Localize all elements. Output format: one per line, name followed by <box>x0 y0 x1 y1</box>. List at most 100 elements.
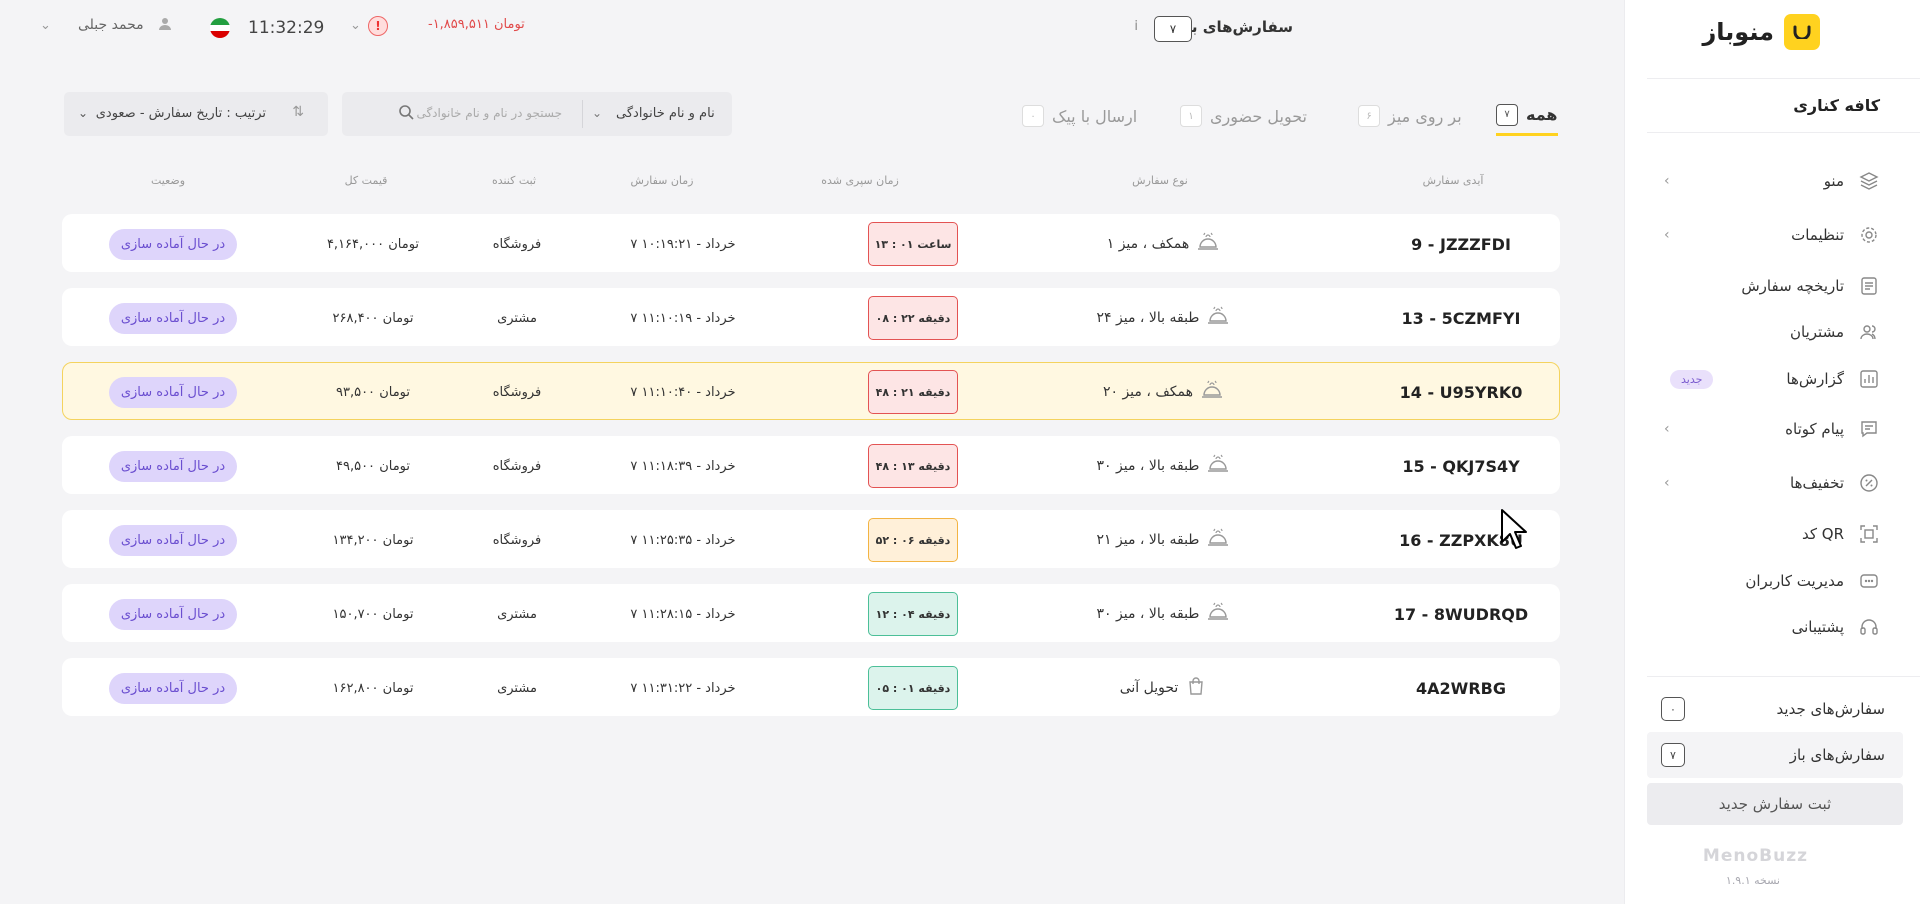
tab-count: ۰ <box>1022 105 1044 127</box>
sort-select[interactable]: ترتیب : تاریخ سفارش - صعودی ⇅ ⌄ <box>64 92 328 136</box>
registrar: مشتری <box>497 606 537 622</box>
sidebar-item-headset[interactable]: پشتیبانی <box>1624 607 1920 647</box>
order-type-label: طبقه بالا ، میز ۲۱ <box>1096 532 1200 548</box>
open-orders-label: سفارش‌های باز <box>1789 746 1885 764</box>
chevron-down-icon[interactable]: ⌄ <box>350 18 361 33</box>
chart-icon <box>1858 368 1880 390</box>
search-placeholder: جستجو در نام و نام خانوادگی <box>416 106 562 120</box>
elapsed-time-badge: ۰۸ : ۲۲ دقیقه <box>868 296 958 340</box>
order-time: ۷ خرداد - ۱۱:۱۰:۴۰ <box>630 384 736 400</box>
sidebar-item-qr[interactable]: کد QR <box>1624 514 1920 554</box>
order-id: 4A2WRBG <box>1416 678 1506 698</box>
tab-delivery[interactable]: ۰ ارسال با پیک <box>1022 96 1137 136</box>
sort-label: ترتیب : تاریخ سفارش - صعودی <box>95 106 266 121</box>
sidebar-item-history[interactable]: تاریخچه سفارش <box>1624 266 1920 306</box>
tab-on-table[interactable]: ۶ بر روی میز <box>1358 96 1462 136</box>
search-type-select[interactable]: نام و نام خانوادگی <box>616 106 715 121</box>
divider <box>582 100 583 128</box>
status-badge[interactable]: در حال آماده سازی <box>108 672 238 704</box>
chevron-left-icon[interactable]: ‹ <box>1664 173 1670 189</box>
open-orders-label[interactable]: سفارش‌های باز <box>1177 18 1293 36</box>
status-cell: در حال آماده سازی <box>63 511 283 569</box>
tab-in-person[interactable]: ۱ تحویل حضوری <box>1180 96 1307 136</box>
order-type-label: طبقه بالا ، میز ۳۰ <box>1096 606 1200 622</box>
order-id: 13 - 5CZMFYI <box>1401 308 1521 328</box>
order-time: ۷ خرداد - ۱۱:۱۰:۱۹ <box>630 310 736 326</box>
table-row[interactable]: 13 - 5CZMFYI طبقه بالا ، میز ۲۴ ۰۸ : ۲۲ دق… <box>62 288 1560 346</box>
sidebar-item-discount[interactable]: تخفیف‌ها ‹ <box>1624 463 1920 503</box>
cloche-icon <box>1207 602 1229 626</box>
status-cell: در حال آماده سازی <box>63 363 283 421</box>
tab-label: همه <box>1526 105 1558 124</box>
order-time: ۷ خرداد - ۱۱:۳۱:۲۲ <box>630 680 736 696</box>
balance-amount: -۱,۸۵۹,۵۱۱ تومان <box>428 17 525 32</box>
order-id: 15 - QKJ7S4Y <box>1402 456 1520 476</box>
registrar: مشتری <box>497 310 537 326</box>
status-cell: در حال آماده سازی <box>63 215 283 273</box>
chevron-left-icon[interactable]: ‹ <box>1664 421 1670 437</box>
info-icon[interactable]: i <box>1134 19 1138 34</box>
sidebar-item-chart[interactable]: گزارش‌ها جدید <box>1624 359 1920 399</box>
order-type: طبقه بالا ، میز ۳۰ <box>1013 437 1313 495</box>
order-id: 17 - 8WUDRQD <box>1393 604 1529 624</box>
order-time: ۷ خرداد - ۱۱:۲۵:۳۵ <box>630 532 736 548</box>
table-row[interactable]: 14 - U95YRK0 همکف ، میز ۲۰ ۴۸ : ۲۱ دقیقه ۷ … <box>62 362 1560 420</box>
chevron-down-icon[interactable]: ⌄ <box>592 106 603 120</box>
elapsed-time-badge: ۵۲ : ۰۶ دقیقه <box>868 518 958 562</box>
status-badge[interactable]: در حال آماده سازی <box>108 376 238 408</box>
header-order-time: زمان سفارش <box>630 174 694 187</box>
table-row[interactable]: 16 - ZZPXK8U طبقه بالا ، میز ۲۱ ۵۲ : ۰۶ دق… <box>62 510 1560 568</box>
sidebar-item-label: تاریخچه سفارش <box>1741 277 1844 295</box>
mouse-cursor-icon <box>1500 508 1528 554</box>
chevron-left-icon[interactable]: ‹ <box>1664 475 1670 491</box>
sidebar-item-users[interactable]: مشتریان <box>1624 312 1920 352</box>
search-input[interactable]: جستجو در نام و نام خانوادگی <box>342 92 582 136</box>
order-type: تحویل آنی <box>1013 659 1313 717</box>
header-registrar: ثبت کننده <box>491 174 537 187</box>
cafe-name[interactable]: کافه کناری <box>1793 96 1880 115</box>
bag-icon <box>1186 676 1206 700</box>
chevron-left-icon[interactable]: ‹ <box>1664 227 1670 243</box>
table-row[interactable]: 9 - JZZZFDI همکف ، میز ۱ ۱۳ : ۰۱ ساعت ۷ خرد… <box>62 214 1560 272</box>
order-type: همکف ، میز ۱ <box>1013 215 1313 273</box>
order-time: ۷ خرداد - ۱۱:۲۸:۱۵ <box>630 606 736 622</box>
new-orders-label: سفارش‌های جدید <box>1776 700 1885 718</box>
sidebar-item-user-manage[interactable]: مدیریت کاربران <box>1624 561 1920 601</box>
tab-label: تحویل حضوری <box>1210 106 1307 126</box>
status-badge[interactable]: در حال آماده سازی <box>108 450 238 482</box>
total-price: ۹۳,۵۰۰ تومان <box>336 384 410 400</box>
table-row[interactable]: 17 - 8WUDRQD طبقه بالا ، میز ۳۰ ۱۲ : ۰۴ دق… <box>62 584 1560 642</box>
new-order-button[interactable]: ثبت سفارش جدید <box>1647 783 1903 825</box>
order-type-label: طبقه بالا ، میز ۳۰ <box>1096 458 1200 474</box>
order-id: 9 - JZZZFDI <box>1411 234 1511 254</box>
table-row[interactable]: 15 - QKJ7S4Y طبقه بالا ، میز ۳۰ ۴۸ : ۱۳ دق… <box>62 436 1560 494</box>
order-id: 16 - ZZPXK8U <box>1399 530 1523 550</box>
status-badge[interactable]: در حال آماده سازی <box>108 302 238 334</box>
logo[interactable]: منوباز <box>1702 14 1820 50</box>
sort-icon: ⇅ <box>292 104 304 120</box>
sidebar-new-orders[interactable]: سفارش‌های جدید ۰ <box>1647 686 1903 732</box>
status-badge[interactable]: در حال آماده سازی <box>108 228 238 260</box>
search-box: جستجو در نام و نام خانوادگی ⌄ نام و نام … <box>342 92 732 136</box>
headset-icon <box>1858 616 1880 638</box>
tab-all[interactable]: ۷ همه <box>1496 96 1558 136</box>
discount-icon <box>1858 472 1880 494</box>
registrar: فروشگاه <box>492 384 542 400</box>
status-badge[interactable]: در حال آماده سازی <box>108 598 238 630</box>
table-row[interactable]: 4A2WRBG تحویل آنی ۰۵ : ۰۱ دقیقه ۷ خرداد - ۱… <box>62 658 1560 716</box>
registrar: مشتری <box>497 680 537 696</box>
sidebar-item-message[interactable]: پیام کوتاه ‹ <box>1624 409 1920 449</box>
alert-icon: ! <box>368 16 388 36</box>
user-menu-chevron-icon[interactable]: ⌄ <box>40 18 51 33</box>
elapsed-time-badge: ۱۲ : ۰۴ دقیقه <box>868 592 958 636</box>
sidebar-item-label: منو <box>1823 172 1844 190</box>
status-badge[interactable]: در حال آماده سازی <box>108 524 238 556</box>
user-name[interactable]: محمد جبلی <box>78 17 144 33</box>
logo-icon <box>1784 14 1820 50</box>
sidebar-item-layers[interactable]: منو ‹ <box>1624 161 1920 201</box>
sidebar-open-orders[interactable]: سفارش‌های باز ۷ <box>1647 732 1903 778</box>
sidebar-item-gear[interactable]: تنظیمات ‹ <box>1624 215 1920 255</box>
elapsed-cell: ۴۸ : ۱۳ دقیقه <box>813 437 1013 495</box>
registrar: فروشگاه <box>492 236 542 252</box>
order-time: ۷ خرداد - ۱۱:۱۸:۳۹ <box>630 458 736 474</box>
